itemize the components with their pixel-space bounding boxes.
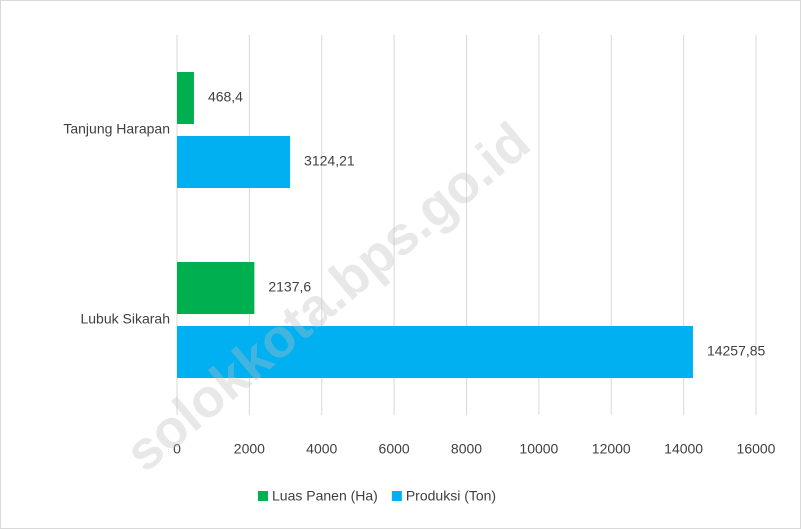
x-tick-label: 16000	[737, 441, 776, 457]
x-tick-label: 10000	[519, 441, 558, 457]
bar	[177, 326, 693, 378]
x-tick-label: 14000	[664, 441, 703, 457]
y-tick-label: Lubuk Sikarah	[80, 311, 170, 327]
data-label: 3124,21	[304, 153, 355, 169]
x-tick-label: 4000	[306, 441, 337, 457]
legend-swatch	[391, 491, 402, 501]
legend-label: Produksi (Ton)	[406, 488, 496, 504]
data-label: 468,4	[208, 89, 243, 105]
y-tick-label: Tanjung Harapan	[63, 121, 170, 137]
x-tick-label: 0	[173, 441, 181, 457]
bar	[177, 72, 194, 124]
x-tick-label: 2000	[234, 441, 265, 457]
legend-label: Luas Panen (Ha)	[272, 488, 378, 504]
data-label: 14257,85	[707, 343, 766, 359]
data-label: 2137,6	[268, 279, 311, 295]
plot-area: 0 2000 4000 6000 8000 10000 12000 14000 16000 Tan…	[63, 35, 776, 504]
x-tick-label: 8000	[451, 441, 482, 457]
x-tick-label: 12000	[592, 441, 631, 457]
x-tick-label: 6000	[379, 441, 410, 457]
legend-swatch	[258, 491, 268, 501]
bar	[177, 136, 291, 188]
bar	[177, 262, 255, 314]
